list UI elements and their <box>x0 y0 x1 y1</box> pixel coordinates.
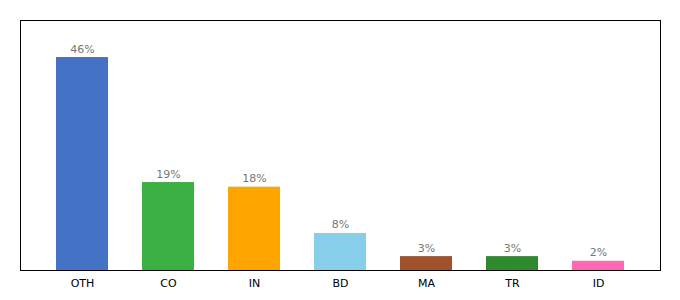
svg-text:CO: CO <box>160 277 177 290</box>
svg-text:OTH: OTH <box>71 277 95 290</box>
svg-text:18%: 18% <box>242 172 266 185</box>
svg-text:19%: 19% <box>156 168 180 181</box>
svg-text:3%: 3% <box>418 242 435 255</box>
svg-text:BD: BD <box>332 277 348 290</box>
svg-text:8%: 8% <box>332 218 349 231</box>
svg-text:2%: 2% <box>590 246 607 259</box>
svg-text:TR: TR <box>504 277 520 290</box>
svg-text:IN: IN <box>249 277 260 290</box>
svg-text:ID: ID <box>593 277 605 290</box>
svg-text:3%: 3% <box>504 242 521 255</box>
svg-text:46%: 46% <box>70 43 94 56</box>
svg-text:MA: MA <box>418 277 435 290</box>
